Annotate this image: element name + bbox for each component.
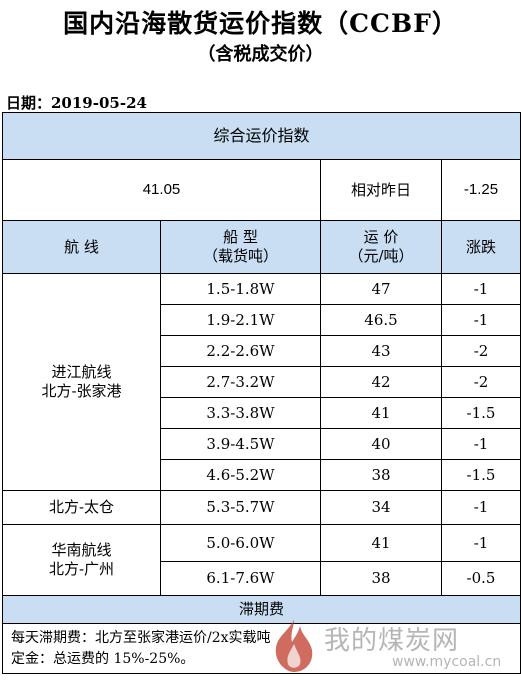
freight-index-table: 综合运价指数 41.05 相对昨日 -1.25 航 线 船 型 （载货吨） 运 … — [1, 112, 521, 674]
ship-type-cell: 5.0-6.0W — [160, 524, 321, 562]
ship-type-cell: 2.2-2.6W — [160, 335, 321, 367]
col-header-price-label: 运 价 — [363, 228, 399, 247]
change-cell: -1.5 — [440, 397, 521, 429]
price-cell: 41 — [320, 524, 442, 562]
ship-type-cell: 1.5-1.8W — [160, 273, 321, 305]
demurrage-title: 滞期费 — [1, 595, 521, 624]
route-line2: 北方-广州 — [48, 560, 115, 578]
demurrage-note: 每天滞期费：北方至张家港运价/2x实载吨 定金：总运费的 15%-25%。 — [1, 623, 521, 674]
price-cell: 38 — [320, 561, 442, 596]
report-date: 日期：2019-05-24 — [6, 94, 147, 112]
price-cell: 38 — [320, 459, 442, 491]
ship-type-cell: 5.3-5.7W — [160, 490, 321, 525]
table-row: 进江航线 北方-张家港 1.5-1.8W 47 -1 — [2, 273, 521, 491]
index-value-row: 41.05 相对昨日 -1.25 — [2, 159, 521, 221]
price-cell: 46.5 — [320, 304, 442, 336]
change-cell: -2 — [440, 366, 521, 398]
col-header-change: 涨跌 — [440, 220, 521, 274]
change-cell: -1.5 — [440, 459, 521, 491]
index-change: -1.25 — [440, 159, 521, 221]
ship-type-cell: 2.7-3.2W — [160, 366, 321, 398]
demurrage-title-row: 滞期费 — [1, 595, 521, 624]
price-cell: 43 — [320, 335, 442, 367]
index-value: 41.05 — [2, 159, 321, 221]
page-subtitle: （含税成交价） — [197, 44, 324, 65]
change-cell: -0.5 — [440, 561, 521, 596]
route-cell: 北方-太仓 — [2, 490, 161, 525]
demurrage-note-row: 每天滞期费：北方至张家港运价/2x实载吨 定金：总运费的 15%-25%。 — [1, 623, 521, 674]
table-row: 3.9-4.5W 40 -1 — [3, 428, 521, 460]
table-row: 1.9-2.1W 46.5 -1 — [3, 304, 521, 336]
route-cell: 进江航线 北方-张家港 — [2, 273, 161, 491]
table-row: 6.1-7.6W 38 -0.5 — [3, 561, 521, 596]
index-section-row: 综合运价指数 — [1, 112, 521, 160]
col-header-route: 航 线 — [2, 220, 161, 274]
price-cell: 34 — [320, 490, 442, 525]
ship-type-cell: 1.9-2.1W — [160, 304, 321, 336]
price-cell: 47 — [320, 273, 442, 305]
change-cell: -2 — [440, 335, 521, 367]
col-header-price-unit: （元/吨） — [348, 247, 414, 265]
col-header-ship-type-unit: （载货吨） — [202, 247, 278, 265]
deposit-text: 定金：总运费的 15%-25%。 — [11, 650, 195, 667]
table-row: 2.2-2.6W 43 -2 — [3, 335, 521, 367]
table-row: 北方-太仓 5.3-5.7W 34 -1 — [2, 490, 521, 525]
table-row: 3.3-3.8W 41 -1.5 — [3, 397, 521, 429]
table-row: 2.7-3.2W 42 -2 — [3, 366, 521, 398]
ship-type-cell: 3.3-3.8W — [160, 397, 321, 429]
price-cell: 42 — [320, 366, 442, 398]
ship-type-cell: 6.1-7.6W — [160, 561, 321, 596]
route-line1: 进江航线 — [51, 363, 112, 382]
col-header-price: 运 价 （元/吨） — [320, 220, 442, 274]
table-row: 华南航线 北方-广州 5.0-6.0W 41 -1 — [2, 524, 521, 596]
page-title: 国内沿海散货运价指数（CCBF） — [63, 9, 458, 38]
price-cell: 40 — [320, 428, 442, 460]
change-cell: -1 — [440, 490, 521, 525]
col-header-ship-type-label: 船 型 — [223, 228, 258, 247]
demurrage-fee-text: 每天滞期费：北方至张家港运价/2x实载吨 — [11, 630, 271, 647]
price-cell: 41 — [320, 397, 442, 429]
change-cell: -1 — [440, 428, 521, 460]
ship-type-cell: 4.6-5.2W — [160, 459, 321, 491]
change-cell: -1 — [440, 524, 521, 562]
change-cell: -1 — [440, 304, 521, 336]
index-section-title: 综合运价指数 — [1, 112, 521, 160]
column-header-row: 航 线 船 型 （载货吨） 运 价 （元/吨） 涨跌 — [2, 220, 521, 274]
table-row: 4.6-5.2W 38 -1.5 — [3, 459, 521, 491]
route-cell: 华南航线 北方-广州 — [2, 524, 161, 596]
route-line1: 华南航线 — [51, 541, 112, 560]
col-header-ship-type: 船 型 （载货吨） — [160, 220, 321, 274]
ship-type-cell: 3.9-4.5W — [160, 428, 321, 460]
route-line2: 北方-张家港 — [41, 382, 122, 400]
compare-label: 相对昨日 — [320, 159, 442, 221]
change-cell: -1 — [440, 273, 521, 305]
